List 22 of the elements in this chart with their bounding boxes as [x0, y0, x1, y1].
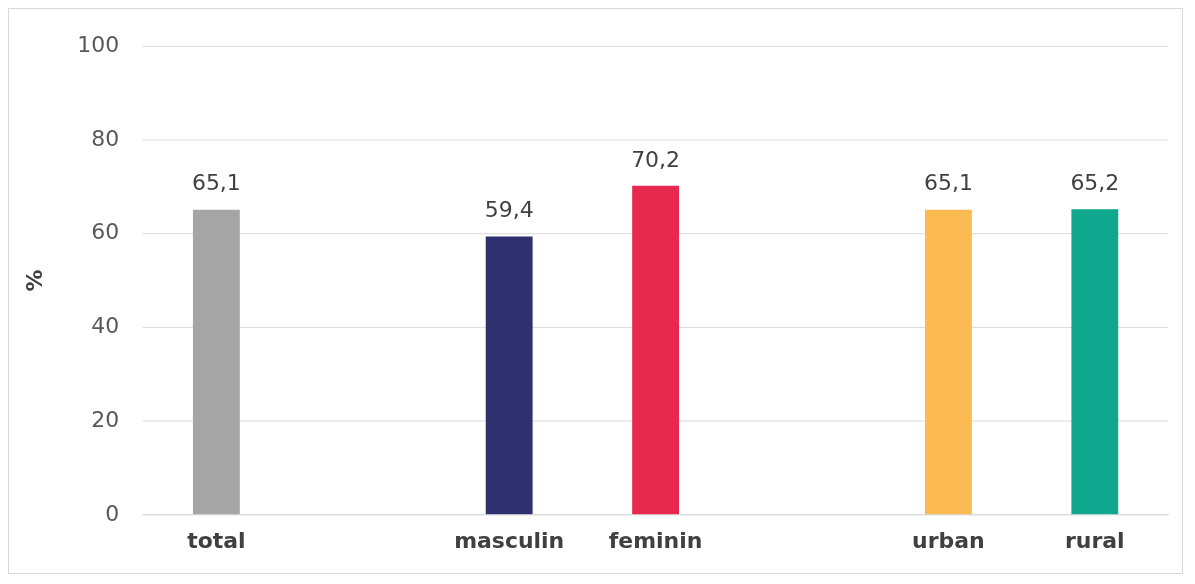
x-tick-label: feminin: [608, 527, 703, 553]
x-tick-label: total: [187, 527, 246, 553]
y-axis-title: %: [21, 269, 47, 292]
bar: [192, 209, 240, 515]
x-tick-label: rural: [1065, 527, 1125, 553]
data-label: 59,4: [484, 197, 534, 223]
data-label: 65,2: [1070, 169, 1120, 195]
y-tick-label: 20: [91, 406, 120, 432]
data-label: 70,2: [631, 146, 681, 172]
bar: [924, 209, 972, 515]
x-tick-label: masculin: [454, 527, 565, 553]
data-label: 65,1: [191, 170, 241, 196]
x-tick-label: urban: [912, 527, 985, 553]
y-tick-label: 40: [91, 313, 120, 339]
y-tick-label: 100: [77, 31, 120, 57]
bar: [1071, 209, 1119, 515]
y-tick-label: 60: [91, 219, 120, 245]
bar: [485, 236, 533, 515]
data-label: 65,1: [923, 170, 973, 196]
y-tick-label: 80: [91, 125, 120, 151]
y-tick-label: 0: [105, 500, 120, 526]
bar: [632, 185, 680, 515]
